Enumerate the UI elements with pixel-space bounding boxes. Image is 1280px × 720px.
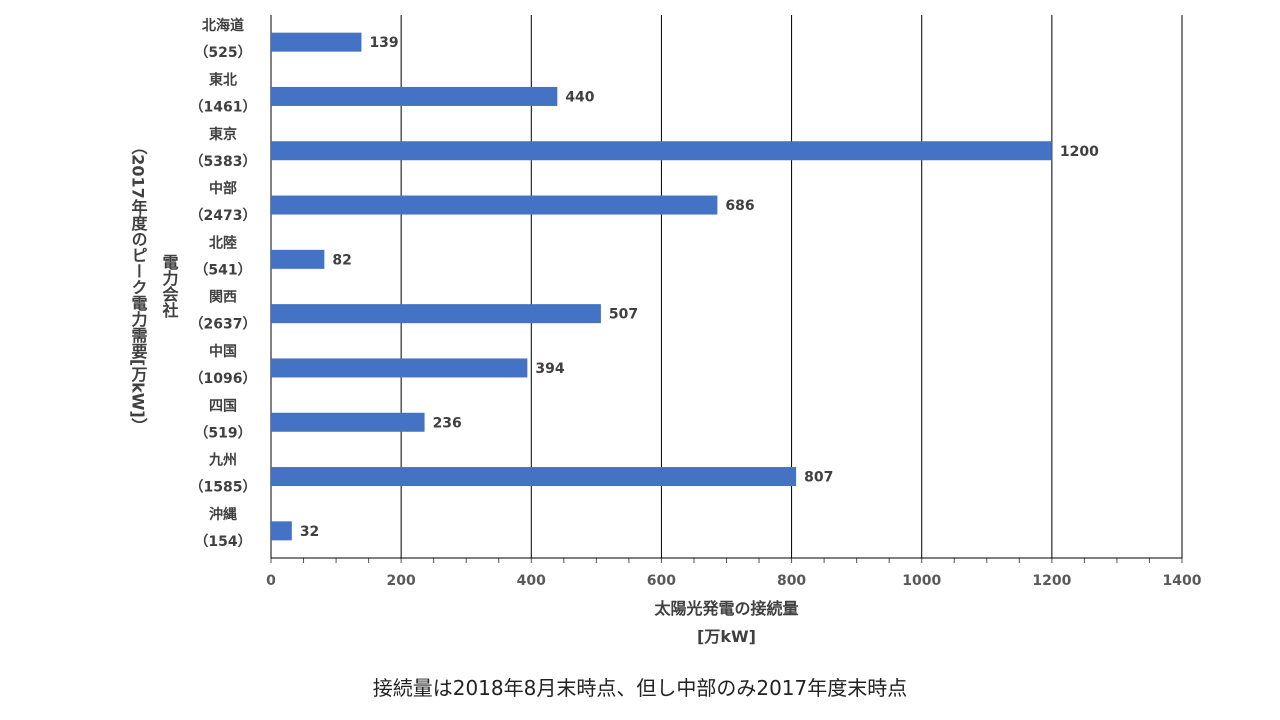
y-axis-subtitle: （2017年度のピーク電力需要[万kW]） bbox=[129, 138, 149, 433]
category-label: 北海道 bbox=[202, 17, 244, 34]
category-sublabel: （5383） bbox=[190, 154, 257, 170]
x-tick-label: 400 bbox=[517, 573, 546, 589]
category-label: 関西 bbox=[209, 290, 237, 306]
x-tick-label: 200 bbox=[387, 573, 416, 589]
x-axis-title: 太陽光発電の接続量 bbox=[653, 599, 798, 618]
data-label: 507 bbox=[609, 307, 638, 323]
x-axis-unit: [万kW] bbox=[697, 627, 756, 646]
bar bbox=[271, 412, 425, 432]
bar bbox=[271, 141, 1052, 161]
x-tick-label: 1200 bbox=[1032, 573, 1071, 589]
data-label: 807 bbox=[804, 470, 833, 486]
data-label: 82 bbox=[332, 252, 351, 268]
category-label: 北陸 bbox=[209, 234, 237, 251]
bar bbox=[271, 358, 528, 378]
x-tick-label: 1400 bbox=[1163, 573, 1202, 589]
category-sublabel: （1461） bbox=[190, 99, 257, 115]
bar bbox=[271, 32, 362, 52]
bar bbox=[271, 521, 292, 541]
bar bbox=[271, 86, 558, 106]
category-label: 東京 bbox=[209, 126, 237, 143]
category-sublabel: （154） bbox=[194, 534, 251, 550]
data-label: 686 bbox=[725, 198, 754, 214]
category-sublabel: （2637） bbox=[190, 317, 257, 333]
category-sublabel: （1585） bbox=[190, 480, 257, 496]
data-label: 394 bbox=[535, 361, 564, 377]
category-sublabel: （541） bbox=[194, 262, 251, 278]
bar bbox=[271, 467, 797, 487]
category-label: 四国 bbox=[209, 398, 237, 414]
x-tick-label: 600 bbox=[647, 573, 676, 589]
category-label: 東北 bbox=[209, 71, 237, 88]
x-tick-label: 0 bbox=[266, 573, 276, 589]
category-label: 中部 bbox=[209, 180, 237, 197]
category-sublabel: （1096） bbox=[190, 371, 257, 387]
bar bbox=[271, 249, 325, 269]
category-label: 沖縄 bbox=[209, 506, 237, 523]
data-label: 440 bbox=[565, 89, 594, 105]
data-label: 1200 bbox=[1060, 144, 1099, 160]
data-label: 139 bbox=[369, 35, 398, 51]
bar bbox=[271, 195, 718, 215]
category-label: 中国 bbox=[209, 343, 237, 360]
footnote: 接続量は2018年8月末時点、但し中部のみ2017年度末時点 bbox=[372, 676, 908, 700]
category-sublabel: （525） bbox=[194, 45, 251, 61]
x-tick-label: 800 bbox=[777, 573, 806, 589]
category-sublabel: （2473） bbox=[190, 208, 257, 224]
category-label: 九州 bbox=[208, 453, 237, 469]
bar bbox=[271, 304, 601, 324]
x-tick-label: 1000 bbox=[902, 573, 941, 589]
data-label: 236 bbox=[433, 415, 462, 431]
y-axis-title: 電力会社 bbox=[160, 254, 180, 319]
category-sublabel: （519） bbox=[194, 425, 251, 441]
data-label: 32 bbox=[300, 524, 319, 540]
